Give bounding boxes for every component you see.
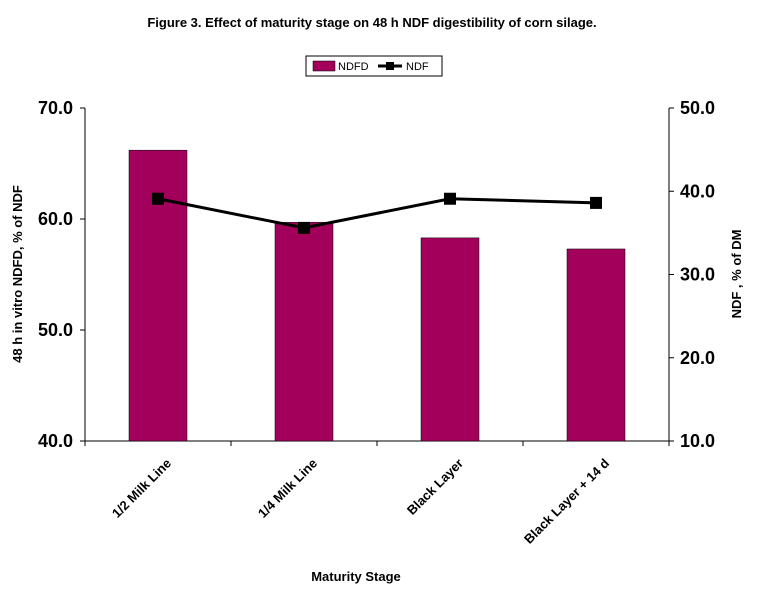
y-left-tick-label-0: 40.0 xyxy=(38,431,73,451)
legend-ndf-marker xyxy=(386,62,394,70)
y-left-tick-label-1: 50.0 xyxy=(38,320,73,340)
ndf-point-2 xyxy=(444,192,456,205)
x-tick-label-2: Black Layer xyxy=(404,456,466,518)
ndf-point-1 xyxy=(298,221,310,234)
ndf-point-0 xyxy=(152,192,164,205)
legend-ndfd-swatch xyxy=(312,60,336,72)
y-left-tick-label-3: 70.0 xyxy=(38,98,73,118)
ndf-line xyxy=(157,197,597,230)
bars-group xyxy=(128,149,626,442)
ndf-point-3 xyxy=(590,196,602,209)
legend: NDFD NDF xyxy=(305,55,443,77)
y-left-tick-label-2: 60.0 xyxy=(38,209,73,229)
ndfd-bar-3 xyxy=(566,248,626,442)
y-right-tick-label-0: 10.0 xyxy=(680,431,715,451)
y-right-label: NDF , % of DM xyxy=(729,230,744,319)
legend-ndfd-label: NDFD xyxy=(338,61,369,73)
ndfd-bar-2 xyxy=(420,237,480,442)
y-right-tick-label-4: 50.0 xyxy=(680,98,715,118)
legend-box xyxy=(305,55,443,77)
x-tick-label-1: 1/4 Milk Line xyxy=(255,456,320,521)
legend-ndf-label: NDF xyxy=(406,61,429,73)
ndf-line-group xyxy=(152,192,602,234)
x-tick-label-0: 1/2 Milk Line xyxy=(109,456,174,521)
ndfd-bar-1 xyxy=(274,222,334,442)
y-left-label: 48 h in vitro NDFD, % of NDF xyxy=(10,185,25,363)
x-axis-label: Maturity Stage xyxy=(311,569,401,584)
y-right-tick-label-3: 40.0 xyxy=(680,181,715,201)
y-right-tick-label-1: 20.0 xyxy=(680,348,715,368)
x-tick-label-3: Black Layer + 14 d xyxy=(521,455,612,546)
chart-title: Figure 3. Effect of maturity stage on 48… xyxy=(147,15,596,30)
y-right-tick-label-2: 30.0 xyxy=(680,265,715,285)
